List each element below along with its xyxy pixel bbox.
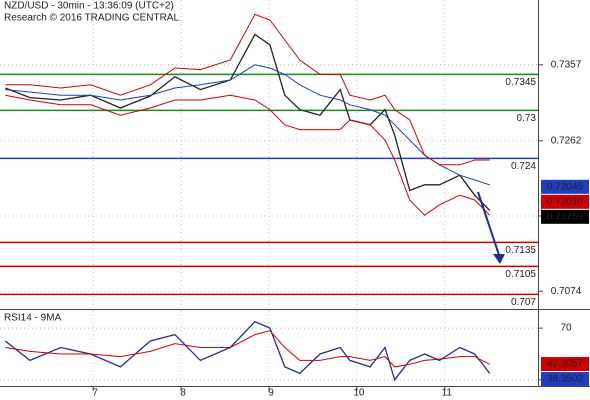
price-marker — [541, 372, 589, 387]
y-tick-label: 0.7357 — [551, 59, 582, 70]
y-tick-label: 0.7262 — [551, 135, 582, 146]
price-marker — [541, 357, 589, 372]
series-line — [5, 33, 491, 211]
x-tick-label: 8 — [180, 388, 186, 399]
level-label: 0.724 — [511, 161, 536, 172]
series-line — [5, 13, 490, 166]
price-marker-label: 0.72045 — [547, 181, 584, 192]
rsi-title: RSI14 - 9MA — [4, 313, 62, 324]
series-line — [5, 94, 491, 216]
price-marker — [541, 179, 589, 194]
x-tick-label: 7 — [92, 388, 98, 399]
level-label: 0.7105 — [505, 269, 536, 280]
chart-subtitle: Research © 2016 TRADING CENTRAL — [4, 13, 179, 24]
level-label: 0.7135 — [505, 245, 536, 256]
level-label: 0.707 — [511, 297, 536, 308]
chart-title: NZD/USD - 30min - 13:36:09 (UTC+2) — [4, 1, 174, 12]
arrow-head — [493, 254, 505, 264]
series-line — [4, 320, 491, 382]
series-line — [5, 330, 490, 368]
price-marker-label: 38.3502 — [547, 374, 584, 385]
x-tick-label: 9 — [268, 388, 274, 399]
y-tick-label: 70 — [560, 323, 572, 334]
price-marker-label: 42.2057 — [547, 359, 584, 370]
price-marker — [541, 194, 589, 209]
forecast-arrow — [477, 191, 500, 256]
price-marker-label: 0.72010 — [547, 196, 584, 207]
y-tick-label: 0.7074 — [551, 286, 582, 297]
level-label: 0.7345 — [505, 77, 536, 88]
x-tick-label: 10 — [353, 388, 365, 399]
level-label: 0.73 — [517, 113, 537, 124]
x-tick-label: 11 — [442, 388, 453, 399]
price-marker — [541, 209, 589, 224]
price-marker-label: 0.71759 — [547, 211, 584, 222]
